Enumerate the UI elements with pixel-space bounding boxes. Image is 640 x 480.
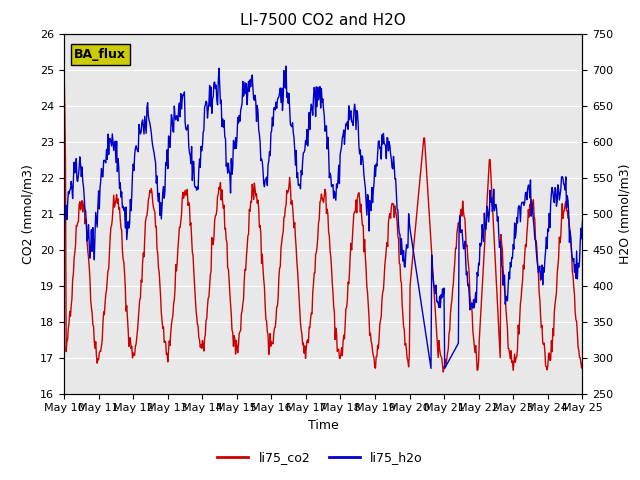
li75_h2o <box>427 366 435 372</box>
Y-axis label: H2O (mmol/m3): H2O (mmol/m3) <box>619 163 632 264</box>
X-axis label: Time: Time <box>308 419 339 432</box>
Text: BA_flux: BA_flux <box>74 48 126 61</box>
li75_co2 <box>203 315 211 321</box>
Legend: li75_co2, li75_h2o: li75_co2, li75_h2o <box>212 446 428 469</box>
li75_h2o <box>282 63 290 69</box>
li75_co2 <box>70 271 77 277</box>
li75_co2 <box>386 211 394 216</box>
li75_co2 <box>60 63 68 69</box>
li75_h2o <box>203 99 211 105</box>
Line: li75_co2: li75_co2 <box>64 66 582 372</box>
li75_co2 <box>123 303 131 309</box>
Y-axis label: CO2 (mmol/m3): CO2 (mmol/m3) <box>22 164 35 264</box>
li75_h2o <box>70 177 77 183</box>
li75_co2 <box>440 369 447 375</box>
Title: LI-7500 CO2 and H2O: LI-7500 CO2 and H2O <box>241 13 406 28</box>
li75_co2 <box>579 359 586 365</box>
li75_h2o <box>387 151 394 157</box>
li75_h2o <box>175 100 183 106</box>
li75_h2o <box>579 219 586 225</box>
li75_h2o <box>60 243 68 249</box>
li75_co2 <box>401 342 409 348</box>
li75_h2o <box>123 237 131 242</box>
Line: li75_h2o: li75_h2o <box>64 66 582 369</box>
li75_co2 <box>175 225 183 230</box>
li75_h2o <box>402 252 410 257</box>
